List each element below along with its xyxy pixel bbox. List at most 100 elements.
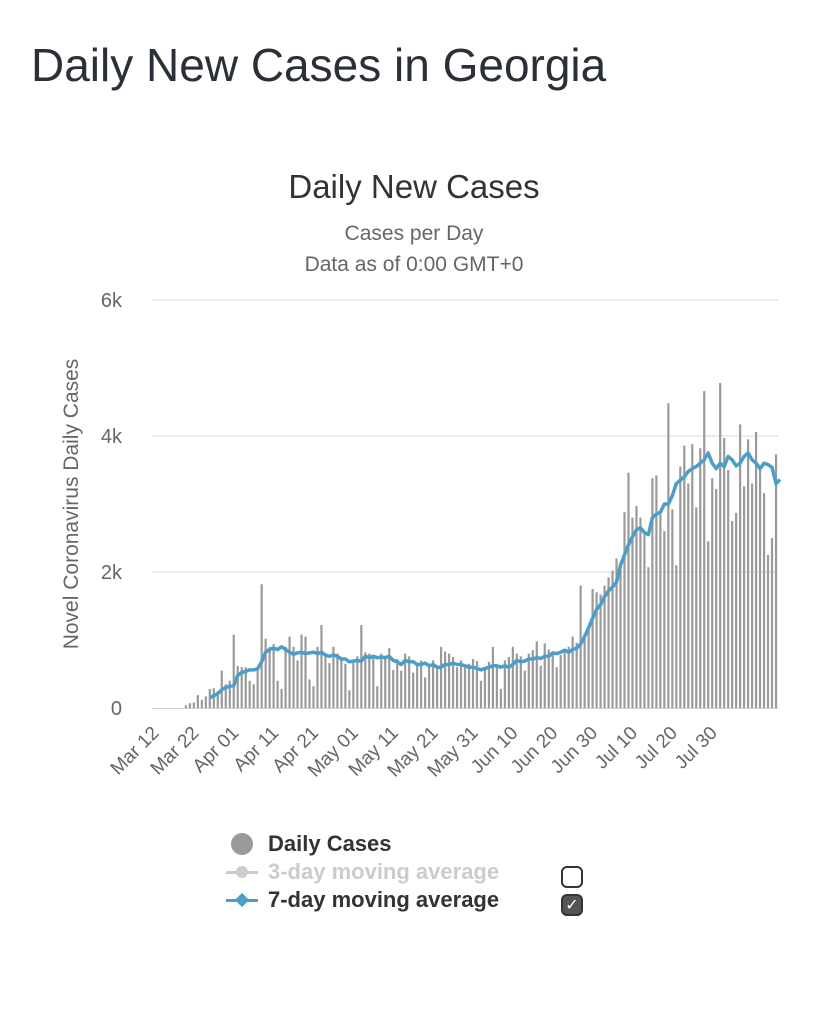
legend-daily-label: Daily Cases	[268, 831, 392, 856]
bar	[707, 541, 710, 708]
x-tick-label: Jul 20	[631, 723, 682, 774]
bar	[723, 438, 726, 708]
bar	[663, 531, 666, 708]
bar	[372, 657, 375, 708]
y-axis-label: Novel Coronavirus Daily Cases	[60, 359, 83, 650]
legend-7day-average[interactable]: 7-day moving average	[226, 887, 499, 913]
bar	[571, 636, 574, 708]
bar	[455, 667, 459, 708]
bar	[463, 667, 467, 708]
legend-daily-cases[interactable]: Daily Cases	[226, 831, 392, 857]
bar	[412, 672, 415, 708]
bar	[719, 382, 722, 708]
bar	[739, 424, 742, 708]
x-tick-label: Jul 10	[591, 723, 642, 774]
bar	[304, 636, 307, 708]
bar	[188, 703, 191, 708]
bar	[746, 439, 750, 708]
bar	[575, 642, 578, 708]
bar	[236, 665, 239, 708]
bar	[208, 688, 211, 708]
bar	[308, 679, 311, 708]
bar	[336, 653, 339, 708]
bar	[396, 659, 399, 708]
bar	[332, 646, 335, 708]
bar	[471, 659, 475, 708]
bar	[451, 657, 455, 708]
bar	[766, 555, 770, 708]
bar	[579, 585, 582, 708]
bar	[511, 646, 514, 708]
bar	[439, 646, 443, 708]
bar	[647, 567, 650, 708]
legend-7day-label: 7-day moving average	[268, 887, 500, 912]
bar	[316, 646, 319, 708]
bar	[703, 391, 706, 708]
bar	[635, 506, 638, 708]
bar	[651, 478, 654, 708]
bar	[695, 507, 698, 708]
bar	[212, 688, 215, 708]
bar	[591, 589, 594, 708]
bar	[340, 660, 343, 708]
bar	[515, 653, 518, 708]
bar	[264, 638, 267, 708]
bar	[774, 454, 778, 708]
bar	[683, 445, 686, 708]
bar	[551, 654, 554, 708]
bar	[296, 660, 299, 708]
bar	[248, 680, 251, 708]
bar	[320, 625, 323, 708]
bar	[252, 684, 255, 708]
legend-3day-average[interactable]: 3-day moving average	[226, 859, 499, 885]
bar	[547, 649, 550, 708]
bar	[467, 663, 471, 708]
bar	[284, 646, 287, 708]
bar	[364, 652, 367, 708]
bar	[727, 470, 730, 708]
bar	[623, 512, 626, 708]
bar	[404, 653, 407, 708]
bar	[408, 656, 411, 708]
bar	[312, 686, 315, 708]
bar	[754, 431, 758, 708]
page-title: Daily New Cases in Georgia	[31, 39, 607, 91]
bar	[599, 594, 602, 708]
bar	[507, 657, 510, 708]
bar	[491, 646, 495, 708]
bar	[603, 585, 606, 708]
toggle-7day-checkbox[interactable]: ✓	[561, 894, 583, 916]
bar	[643, 534, 646, 708]
bar	[348, 690, 351, 708]
chart-subtitle-1: Cases per Day	[344, 222, 484, 245]
bar	[384, 657, 387, 708]
bar	[292, 646, 295, 708]
bar	[324, 653, 327, 708]
bar	[699, 448, 702, 708]
bar	[184, 705, 187, 708]
bar	[535, 641, 538, 708]
bar	[627, 472, 630, 708]
bar	[420, 660, 423, 708]
bar	[519, 656, 522, 708]
bar	[607, 577, 610, 708]
y-tick-label: 2k	[101, 562, 123, 584]
toggle-3day-checkbox[interactable]	[561, 866, 583, 888]
bar	[288, 636, 291, 708]
bar	[499, 688, 502, 708]
bar	[244, 667, 247, 708]
y-tick-label: 0	[111, 698, 122, 720]
legend-line-diamond-icon	[226, 887, 258, 913]
bar	[352, 660, 355, 708]
bar	[619, 567, 622, 708]
bar	[204, 696, 207, 708]
bar	[400, 670, 403, 708]
bar	[679, 466, 682, 708]
bar	[671, 509, 674, 708]
bar	[758, 466, 762, 708]
y-tick-label: 4k	[101, 426, 123, 448]
bar	[559, 654, 562, 708]
bar	[731, 521, 734, 708]
bar	[479, 680, 483, 708]
